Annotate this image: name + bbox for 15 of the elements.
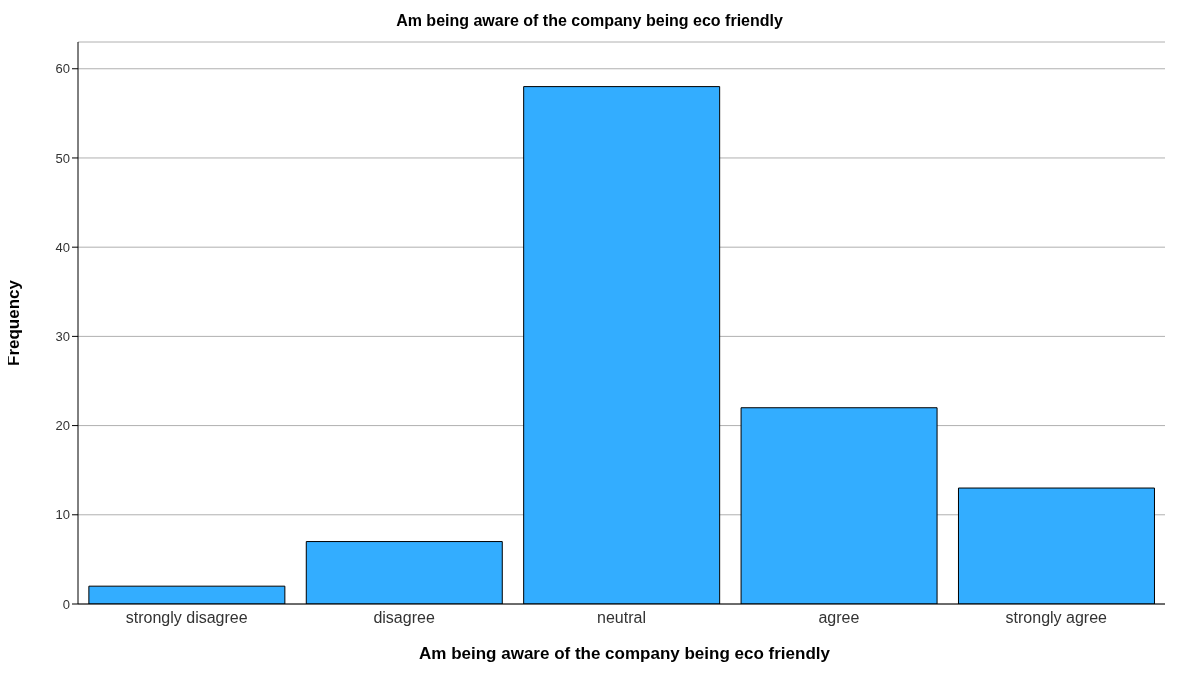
y-tick-label: 0	[62, 596, 70, 612]
y-tick-label: 10	[55, 507, 70, 523]
x-tick-label: strongly disagree	[125, 609, 248, 627]
y-tick-label: 20	[55, 418, 70, 434]
x-tick-label: neutral	[597, 609, 646, 627]
y-tick-label: 30	[55, 329, 70, 344]
y-tick-label: 50	[55, 150, 70, 166]
x-tick-label: strongly agree	[1005, 609, 1108, 627]
y-tick-label: 40	[55, 239, 70, 255]
x-axis-title: Am being aware of the company being eco friendly	[418, 644, 831, 664]
x-tick-label: disagree	[373, 609, 435, 627]
y-axis-title: Frequency	[4, 279, 24, 366]
y-tick-label: 60	[55, 61, 70, 77]
x-tick-label: agree	[818, 609, 860, 627]
chart-title: Am being aware of the company being eco friendly	[395, 11, 784, 31]
